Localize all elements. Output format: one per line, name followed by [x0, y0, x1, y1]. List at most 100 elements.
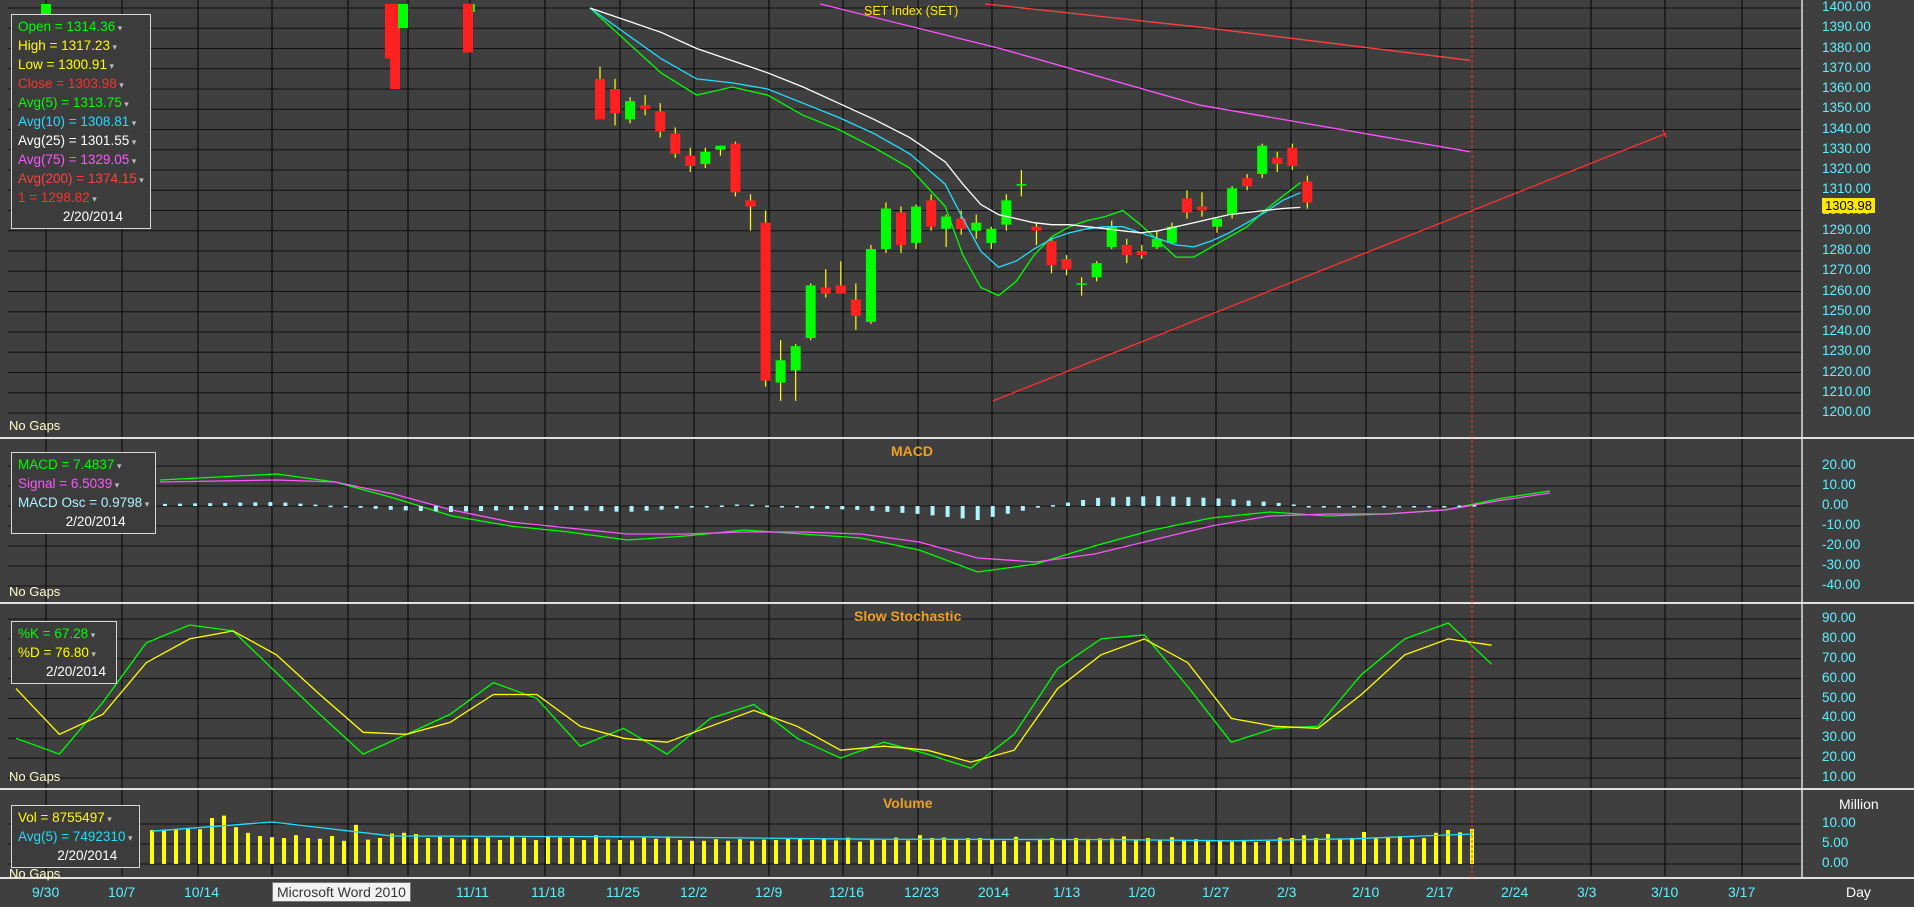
volume-bar	[1410, 839, 1414, 864]
legend-close[interactable]: Close = 1303.98	[18, 75, 144, 94]
candle-body	[1287, 147, 1298, 166]
volume-bar	[834, 840, 838, 864]
legend-k[interactable]: %K = 67.28	[18, 625, 110, 644]
macd-osc-bar	[855, 506, 860, 510]
x-tick-label: 3/3	[1577, 884, 1597, 900]
macd-osc-bar	[403, 506, 408, 511]
legend-avg10[interactable]: Avg(10) = 1308.81	[18, 113, 144, 132]
macd-osc-bar	[178, 503, 183, 506]
y-tick-label: 30.00	[1822, 729, 1856, 745]
macd-osc-bar	[328, 505, 333, 508]
legend-d[interactable]: %D = 76.80	[18, 644, 110, 663]
volume-bar	[186, 828, 190, 864]
volume-bar	[702, 840, 706, 864]
candle-body	[685, 155, 696, 166]
legend-avg25[interactable]: Avg(25) = 1301.55	[18, 132, 144, 151]
volume-bar	[486, 837, 490, 864]
volume-bar	[1170, 837, 1174, 864]
macd-osc-bar	[1111, 497, 1116, 506]
macd-osc-bar	[975, 506, 980, 520]
volume-legend: Vol = 8755497 Avg(5) = 7492310 2/20/2014	[11, 805, 140, 868]
volume-bar	[1014, 836, 1018, 864]
volume-bar	[654, 838, 658, 864]
macd-osc-bar	[825, 506, 830, 509]
y-tick-label: 1330.00	[1822, 140, 1871, 156]
candle-body	[1302, 181, 1313, 203]
macd-osc-bar	[1261, 501, 1266, 506]
volume-bar	[282, 838, 286, 864]
legend-vol-avg5[interactable]: Avg(5) = 7492310	[18, 828, 133, 847]
volume-bar	[426, 838, 430, 864]
legend-avg200[interactable]: Avg(200) = 1374.15	[18, 170, 144, 189]
legend-signal[interactable]: Signal = 6.5039	[18, 475, 149, 494]
candle-body	[760, 222, 771, 381]
volume-bar	[498, 840, 502, 864]
legend-vol[interactable]: Vol = 8755497	[18, 809, 133, 828]
macd-osc-bar	[795, 506, 800, 508]
volume-bar	[1386, 838, 1390, 864]
macd-osc-bar	[1397, 506, 1402, 508]
legend-avg5[interactable]: Avg(5) = 1313.75	[18, 94, 144, 113]
macd-osc-bar	[163, 503, 167, 506]
x-tick-label: 10/14	[184, 884, 220, 900]
macd-osc-bar	[689, 506, 694, 508]
volume-bar	[1422, 838, 1426, 864]
volume-bar	[822, 838, 826, 864]
y-tick-label: 20.00	[1822, 457, 1856, 472]
macd-osc-bar	[569, 506, 574, 511]
legend-macd[interactable]: MACD = 7.4837	[18, 456, 149, 475]
candle-body	[1227, 188, 1238, 215]
stochastic-panel	[15, 622, 1493, 769]
y-tick-label: 1200.00	[1822, 404, 1871, 419]
macd-title: MACD	[891, 443, 933, 459]
volume-bar	[1194, 839, 1198, 864]
volume-average-line	[151, 821, 1473, 842]
candle-body	[1257, 145, 1268, 175]
x-tick-label: 1/27	[1202, 884, 1230, 900]
legend-open[interactable]: Open = 1314.36	[18, 18, 144, 37]
legend-avg75[interactable]: Avg(75) = 1329.05	[18, 151, 144, 170]
volume-bar	[330, 836, 334, 864]
candle-body	[730, 143, 741, 193]
y-tick-label: -10.00	[1822, 517, 1861, 532]
macd-osc-bar	[765, 505, 769, 508]
legend-date: 2/20/2014	[65, 514, 126, 529]
macd-osc-bar	[749, 504, 754, 507]
moving-average-line	[589, 7, 1301, 234]
macd-osc-bar	[885, 506, 890, 512]
volume-bar	[570, 838, 574, 864]
volume-bar	[378, 838, 382, 864]
volume-bar	[618, 840, 622, 864]
volume-bar	[306, 838, 310, 864]
volume-bar	[930, 838, 934, 864]
legend-date: 2/20/2014	[62, 209, 123, 224]
legend-low[interactable]: Low = 1300.91	[18, 56, 144, 75]
tooltip: Microsoft Word 2010	[272, 882, 411, 902]
legend-macd-osc[interactable]: MACD Osc = 0.9798	[18, 494, 149, 513]
price-legend: Open = 1314.36 High = 1317.23 Low = 1300…	[11, 14, 151, 229]
macd-osc-bar	[1156, 496, 1161, 506]
y-tick-label: 1220.00	[1822, 363, 1871, 379]
volume-bar	[1074, 838, 1078, 864]
volume-bar	[762, 839, 766, 864]
y-tick-label: 50.00	[1822, 689, 1856, 705]
candle-body	[880, 208, 891, 249]
y-tick-label: 1380.00	[1822, 39, 1871, 55]
x-tick-label: 11/11	[456, 884, 489, 900]
y-tick-label: -20.00	[1822, 537, 1861, 552]
volume-bar	[198, 829, 202, 864]
volume-bar	[594, 835, 598, 864]
y-tick-label: 40.00	[1822, 709, 1856, 725]
legend-high[interactable]: High = 1317.23	[18, 37, 144, 56]
macd-osc-bar	[238, 502, 243, 506]
x-unit-label: Day	[1846, 884, 1871, 900]
legend-trendline[interactable]: 1 = 1298.82	[18, 189, 144, 208]
stochastic-legend: %K = 67.28 %D = 76.80 2/20/2014	[11, 621, 118, 684]
x-tick-label: 10/7	[108, 884, 136, 900]
volume-bar	[1026, 841, 1030, 864]
trend-line-marker	[1662, 129, 1667, 138]
volume-bar	[1182, 840, 1186, 864]
macd-osc-bar	[283, 502, 288, 506]
macd-osc-bar	[1427, 506, 1432, 508]
volume-bar	[1290, 838, 1294, 864]
